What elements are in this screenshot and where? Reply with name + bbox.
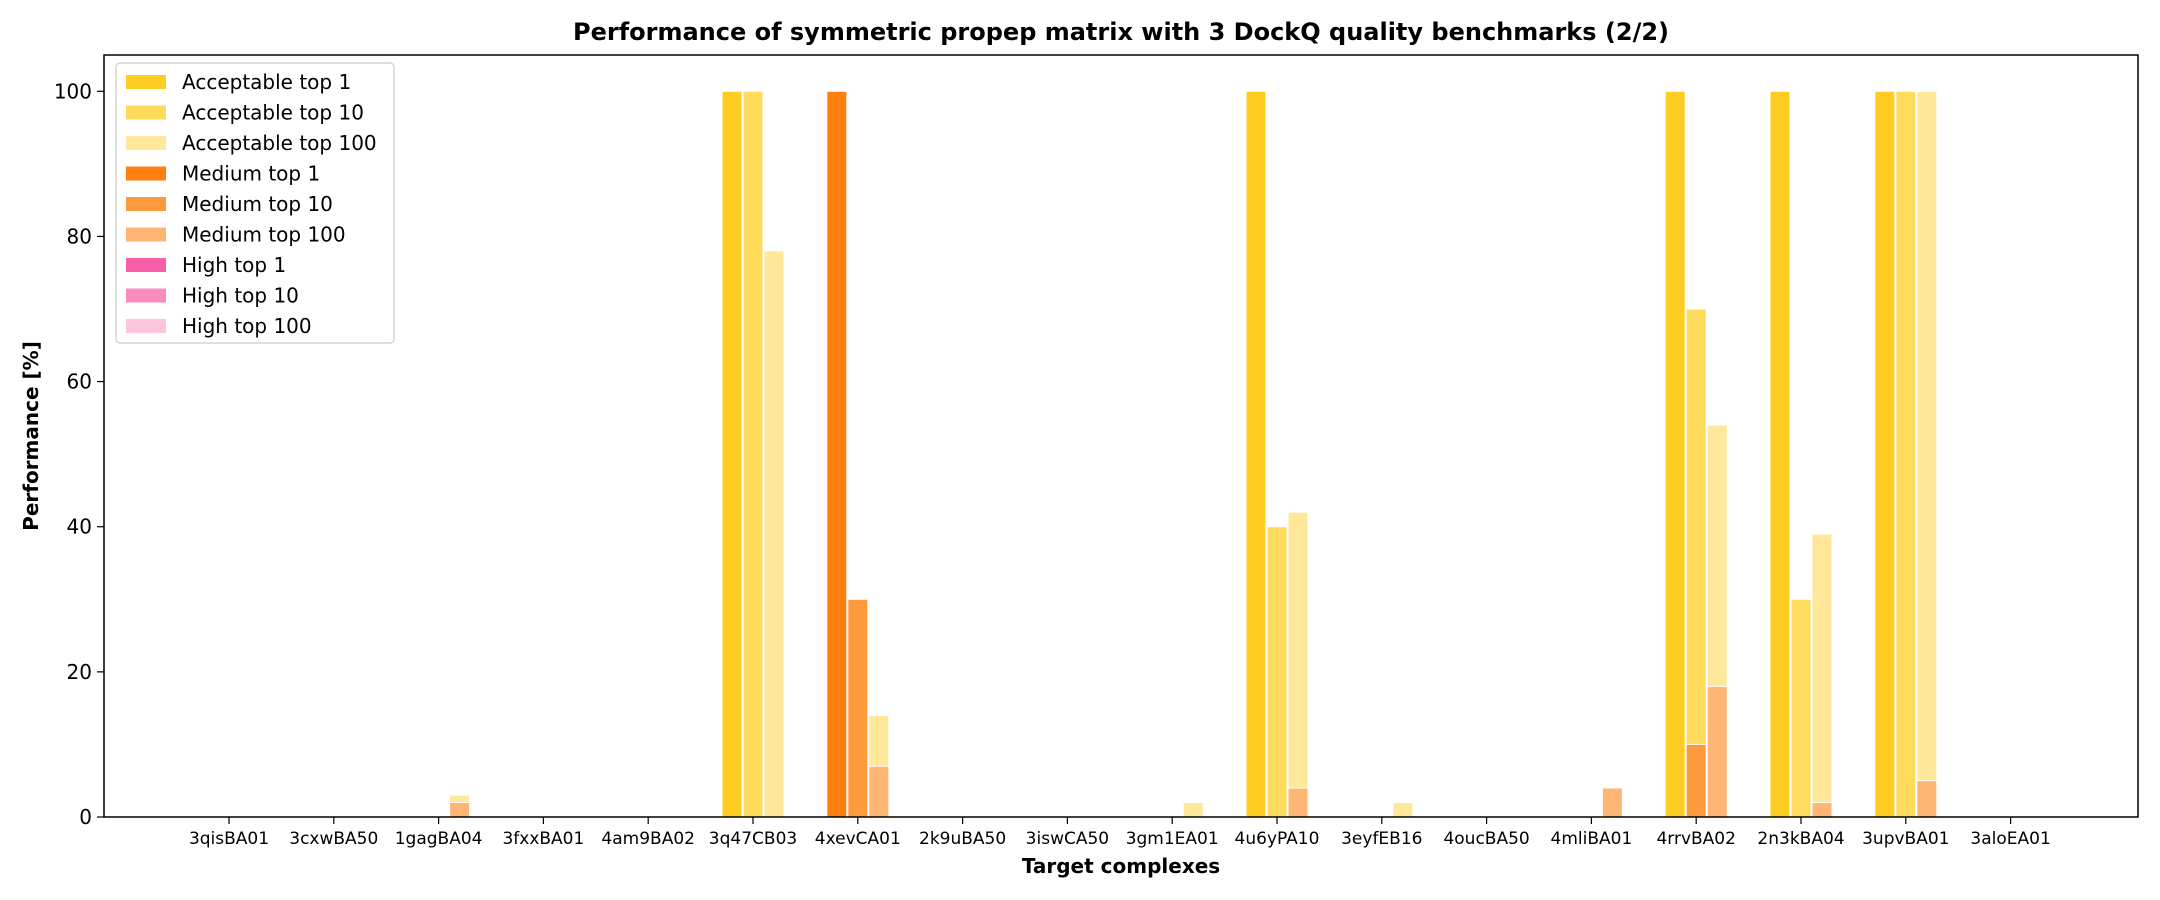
legend-label: High top 1 <box>182 253 286 277</box>
bar-acceptable-top-1-3upvBA01 <box>1874 90 1896 818</box>
y-axis-label: Performance [%] <box>19 341 43 531</box>
x-tick-label: 1gagBA04 <box>395 829 483 849</box>
bar-medium-top-100-2n3kBA04 <box>1811 802 1833 818</box>
legend-label: Medium top 100 <box>182 223 346 247</box>
x-tick-label: 3aloEA01 <box>1970 829 2050 849</box>
legend-swatch <box>126 258 166 272</box>
bar-acceptable-top-1-4u6yPA10 <box>1245 90 1267 818</box>
x-tick-label: 4oucBA50 <box>1443 829 1529 849</box>
x-tick-label: 3q47CB03 <box>709 829 797 849</box>
y-tick-label: 100 <box>54 79 92 103</box>
bar-medium-top-100-4xevCA01 <box>868 765 890 818</box>
legend-label: Medium top 1 <box>182 162 320 186</box>
plot-frame <box>103 54 2139 818</box>
x-tick-label: 2n3kBA04 <box>1757 829 1844 849</box>
bar-acceptable-top-10-2n3kBA04 <box>1790 598 1812 818</box>
legend-box <box>115 62 395 344</box>
x-tick-label: 4rrvBA02 <box>1656 829 1735 849</box>
y-tick-label: 60 <box>67 370 92 394</box>
legend: Acceptable top 1 Acceptable top 10 Accepta… <box>115 62 395 344</box>
bar-acceptable-top-1-4rrvBA02 <box>1664 90 1686 818</box>
bar-acceptable-top-100-3q47CB03 <box>763 250 785 818</box>
bar-acceptable-top-10-3upvBA01 <box>1895 90 1917 818</box>
x-axis-label: Target complexes <box>1022 854 1220 878</box>
bar-acceptable-top-100-3gm1EA01 <box>1182 802 1204 818</box>
x-tick-label: 2k9uBA50 <box>919 829 1006 849</box>
bar-medium-top-10-4rrvBA02 <box>1685 743 1707 818</box>
legend-swatch <box>126 105 166 120</box>
y-tick-label: 80 <box>67 224 92 248</box>
legend-swatch <box>126 319 166 333</box>
x-tick-label: 3upvBA01 <box>1862 829 1949 849</box>
x-tick-label: 4mliBA01 <box>1551 829 1633 849</box>
bar-acceptable-top-100-3upvBA01 <box>1916 90 1938 818</box>
legend-label: High top 10 <box>182 284 299 308</box>
x-tick-label: 3cxwBA50 <box>289 829 378 849</box>
bar-acceptable-top-100-4u6yPA10 <box>1287 511 1309 818</box>
bar-medium-top-100-4u6yPA10 <box>1287 787 1309 818</box>
legend-label: High top 100 <box>182 314 312 338</box>
y-tick-label: 20 <box>67 660 92 684</box>
legend-swatch <box>126 136 166 150</box>
bar-acceptable-top-10-4u6yPA10 <box>1266 526 1288 818</box>
bar-medium-top-10-4xevCA01 <box>847 598 869 818</box>
y-tick-label: 0 <box>79 805 92 829</box>
chart-title: Performance of symmetric propep matrix w… <box>573 18 1669 46</box>
bar-medium-top-100-4mliBA01 <box>1601 787 1623 818</box>
bar-acceptable-top-100-3eyfEB16 <box>1392 802 1414 818</box>
y-axis: 0 20 40 60 80 100 <box>54 79 104 829</box>
x-tick-label: 3gm1EA01 <box>1126 829 1219 849</box>
x-tick-label: 3eyfEB16 <box>1341 829 1422 849</box>
x-tick-label: 4u6yPA10 <box>1235 829 1320 849</box>
y-tick-label: 40 <box>67 515 92 539</box>
bar-medium-top-1-4xevCA01 <box>826 90 848 818</box>
bar-acceptable-top-10-4rrvBA02 <box>1685 308 1707 818</box>
bar-medium-top-100-3upvBA01 <box>1916 780 1938 818</box>
x-tick-label: 4xevCA01 <box>815 829 901 849</box>
legend-swatch <box>126 166 166 181</box>
legend-swatch <box>126 227 166 242</box>
bars-group <box>449 90 1938 818</box>
legend-swatch <box>126 197 166 211</box>
legend-swatch <box>126 75 166 89</box>
legend-label: Acceptable top 1 <box>182 70 351 94</box>
x-tick-label: 3iswCA50 <box>1026 829 1109 849</box>
bar-acceptable-top-10-3q47CB03 <box>742 90 764 818</box>
x-tick-label: 3qisBA01 <box>189 829 269 849</box>
bar-medium-top-100-4rrvBA02 <box>1706 685 1728 818</box>
bar-acceptable-top-1-2n3kBA04 <box>1769 90 1791 818</box>
bar-acceptable-top-1-3q47CB03 <box>721 90 743 818</box>
legend-label: Acceptable top 100 <box>182 131 377 155</box>
legend-label: Acceptable top 10 <box>182 101 364 125</box>
legend-label: Medium top 10 <box>182 192 333 216</box>
bar-acceptable-top-100-2n3kBA04 <box>1811 533 1833 818</box>
x-tick-label: 4am9BA02 <box>601 829 695 849</box>
bar-medium-top-100-1gagBA04 <box>449 802 471 818</box>
x-tick-label: 3fxxBA01 <box>502 829 584 849</box>
legend-swatch <box>126 288 166 303</box>
x-axis: 3qisBA01 3cxwBA50 1gagBA04 3fxxBA01 4am9BA02… <box>189 817 2051 849</box>
